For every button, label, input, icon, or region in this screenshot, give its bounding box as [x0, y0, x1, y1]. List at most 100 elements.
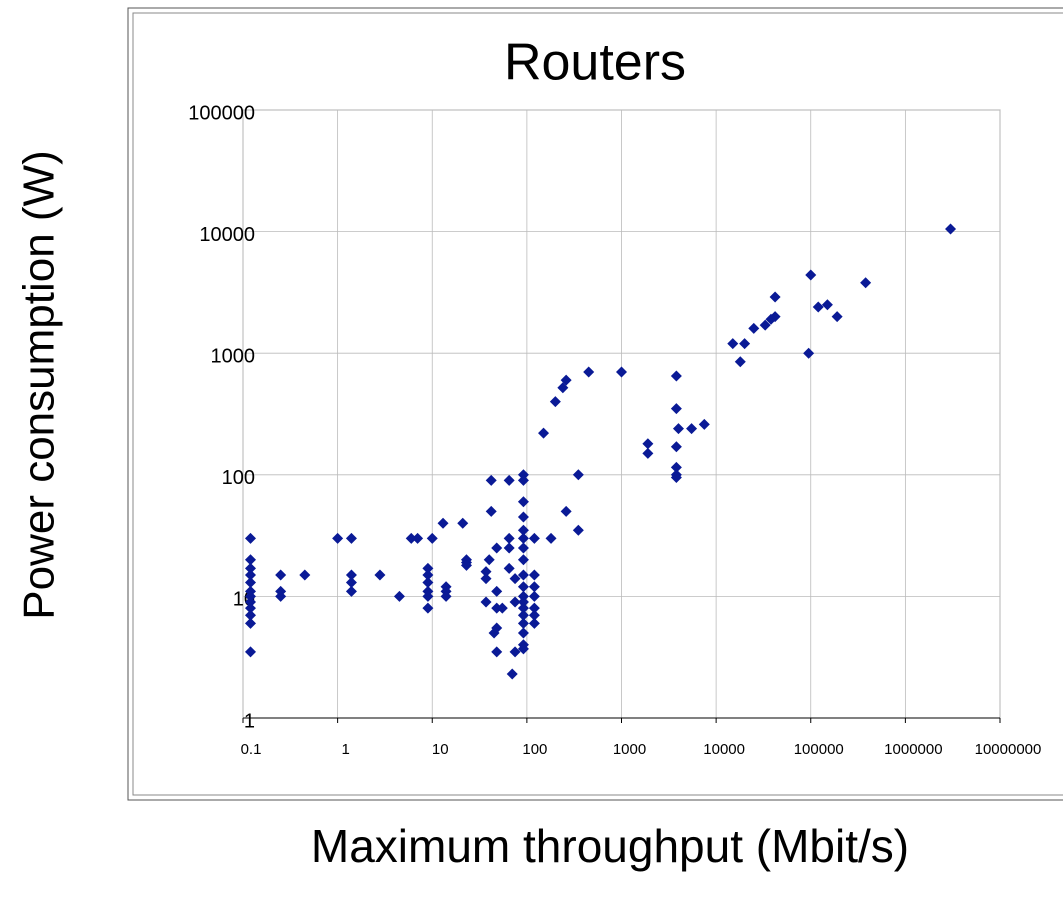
point [491, 622, 503, 634]
point [244, 590, 256, 602]
point [491, 602, 503, 614]
y-tick-label: 1 [244, 710, 255, 732]
point [528, 609, 540, 621]
point [440, 590, 452, 602]
point [769, 311, 781, 323]
point [517, 542, 529, 554]
point [528, 581, 540, 593]
point [457, 517, 469, 529]
point [485, 505, 497, 517]
x-tick-label: 10 [432, 741, 449, 758]
point [672, 423, 684, 435]
point [244, 532, 256, 544]
point [698, 418, 710, 430]
point [437, 517, 449, 529]
point [483, 554, 495, 566]
x-axis-label: Maximum throughput (Mbit/s) [311, 820, 909, 872]
point [670, 403, 682, 415]
point [545, 532, 557, 544]
point [528, 532, 540, 544]
point [422, 585, 434, 597]
point [405, 532, 417, 544]
point [616, 366, 627, 378]
point [670, 461, 682, 473]
point [244, 596, 256, 608]
point [803, 347, 815, 359]
point [412, 532, 424, 544]
point [769, 291, 781, 303]
point [517, 524, 529, 536]
point [517, 496, 529, 508]
y-tick-label: 1000 [211, 345, 256, 367]
point [528, 590, 540, 602]
point [480, 596, 492, 608]
point [572, 524, 584, 536]
point [517, 596, 529, 608]
point [734, 356, 746, 368]
point [496, 602, 508, 614]
point [491, 646, 503, 658]
x-tick-label: 0.1 [241, 741, 262, 758]
plot-area: 0.1 1 10 100 1000 10000 100000 1000000 10000000 1… [188, 102, 1041, 758]
point [727, 338, 739, 350]
point [517, 590, 529, 602]
point [805, 269, 817, 281]
point [460, 559, 472, 571]
point [642, 447, 654, 459]
point [509, 596, 521, 608]
point [275, 569, 287, 581]
point [517, 643, 529, 655]
point [759, 319, 771, 331]
inner-frame [132, 12, 1063, 796]
point [509, 573, 521, 585]
x-tick-label: 1 [341, 741, 349, 758]
point [422, 562, 434, 574]
point [426, 532, 438, 544]
point [642, 438, 654, 450]
point [345, 532, 357, 544]
point [517, 532, 529, 544]
point [517, 581, 529, 593]
point [821, 299, 833, 311]
point [422, 577, 434, 589]
point [480, 566, 492, 578]
point [831, 311, 843, 323]
point [528, 602, 540, 614]
outer-frame [127, 7, 1063, 801]
x-tick-label: 1000 [613, 741, 646, 758]
x-tick-label: 100 [522, 741, 547, 758]
y-axis-label: Power consumption (W) [15, 150, 64, 619]
point [560, 374, 572, 386]
point [503, 542, 515, 554]
point [517, 469, 529, 481]
point [485, 474, 497, 486]
point [374, 569, 386, 581]
point [560, 505, 572, 517]
point [517, 569, 529, 581]
point [503, 474, 515, 486]
point [812, 301, 824, 313]
point [299, 569, 311, 581]
point [503, 532, 515, 544]
y-tick-label: 100000 [188, 102, 255, 124]
point [244, 562, 256, 574]
point [670, 472, 682, 484]
x-tick-label: 10000000 [975, 741, 1042, 758]
point [517, 617, 529, 629]
point [244, 577, 256, 589]
point [517, 474, 529, 486]
point [739, 338, 751, 350]
x-tick-label: 10000 [703, 741, 745, 758]
point [538, 427, 550, 439]
point [686, 423, 698, 435]
point [517, 602, 529, 614]
point [506, 668, 518, 680]
point [517, 511, 529, 523]
point [332, 532, 344, 544]
point [945, 223, 957, 235]
point [422, 569, 434, 581]
point [860, 277, 872, 289]
y-tick-label: 10000 [199, 224, 255, 246]
